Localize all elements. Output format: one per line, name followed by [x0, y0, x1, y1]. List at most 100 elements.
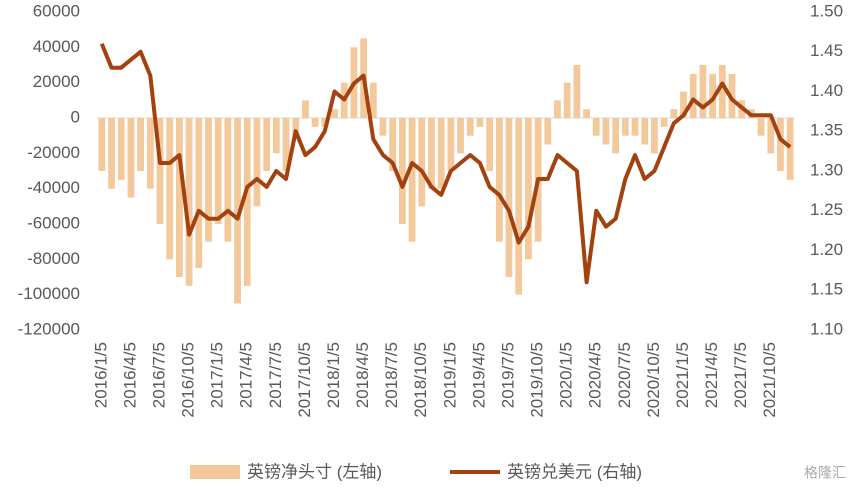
- bar: [544, 118, 552, 145]
- bar: [98, 118, 106, 171]
- bar: [195, 118, 203, 269]
- bar: [592, 118, 600, 136]
- bar: [379, 118, 387, 136]
- x-tick-label: 2020/7/5: [615, 342, 634, 408]
- x-tick-label: 2018/1/5: [324, 342, 343, 408]
- y2-tick-label: 1.25: [810, 200, 843, 219]
- y2-tick-label: 1.50: [810, 1, 843, 20]
- bar: [573, 65, 581, 118]
- bar: [389, 118, 397, 171]
- bar: [680, 91, 687, 118]
- bar: [486, 118, 494, 171]
- bar: [272, 118, 280, 154]
- y-tick-label: 60000: [33, 1, 80, 20]
- bar: [234, 118, 241, 304]
- bar: [786, 118, 794, 180]
- y-tick-label: -20000: [27, 143, 80, 162]
- legend-swatch: [190, 465, 240, 479]
- x-tick-label: 2020/10/5: [644, 342, 663, 418]
- bar: [205, 118, 212, 242]
- x-tick-label: 2018/4/5: [353, 342, 372, 408]
- x-tick-label: 2021/1/5: [673, 342, 692, 408]
- line: [99, 43, 792, 285]
- bar: [224, 118, 232, 242]
- bar: [447, 118, 455, 171]
- bar: [302, 100, 309, 118]
- bar: [263, 118, 271, 171]
- bar: [466, 118, 474, 136]
- x-tick-label: 2017/10/5: [295, 342, 314, 418]
- y-tick-label: 40000: [33, 37, 80, 56]
- y2-tick-label: 1.20: [810, 240, 843, 259]
- bar: [495, 118, 503, 242]
- y-tick-label: 20000: [33, 72, 80, 91]
- bar: [282, 118, 290, 171]
- bar: [757, 118, 765, 136]
- bar: [718, 65, 726, 118]
- bar: [670, 109, 678, 118]
- bar: [117, 118, 125, 180]
- legend-label: 英镑净头寸 (左轴): [247, 462, 382, 481]
- bar: [408, 118, 416, 242]
- bar: [699, 65, 707, 118]
- bar: [398, 118, 406, 224]
- bar: [108, 118, 115, 189]
- y2-tick-label: 1.15: [810, 280, 843, 299]
- bar: [563, 82, 571, 118]
- bar: [214, 118, 222, 224]
- bar: [641, 118, 649, 145]
- bar: [311, 118, 319, 127]
- x-tick-label: 2016/1/5: [91, 342, 110, 408]
- bar: [651, 118, 658, 154]
- bar: [156, 118, 164, 224]
- x-tick-label: 2019/10/5: [528, 342, 547, 418]
- bar: [321, 118, 329, 127]
- bar: [602, 118, 610, 145]
- x-tick-label: 2021/7/5: [731, 342, 750, 408]
- y2-tick-label: 1.40: [810, 81, 843, 100]
- bar: [621, 118, 629, 136]
- y-tick-label: 0: [71, 107, 80, 126]
- x-tick-label: 2016/4/5: [120, 342, 139, 408]
- y2-tick-label: 1.45: [810, 41, 843, 60]
- bar: [166, 118, 174, 260]
- y-tick-label: -60000: [27, 213, 80, 232]
- y2-tick-label: 1.35: [810, 121, 843, 140]
- bar: [525, 118, 532, 260]
- bar: [476, 118, 484, 127]
- bar: [583, 109, 590, 118]
- x-tick-label: 2019/4/5: [469, 342, 488, 408]
- bar: [457, 118, 464, 154]
- bar: [146, 118, 154, 189]
- bar: [505, 118, 513, 277]
- x-tick-label: 2019/1/5: [440, 342, 459, 408]
- bar: [515, 118, 523, 295]
- x-tick-label: 2017/7/5: [266, 342, 285, 408]
- bar: [292, 118, 300, 136]
- x-tick-label: 2016/7/5: [149, 342, 168, 408]
- x-tick-label: 2017/1/5: [208, 342, 227, 408]
- x-tick-label: 2018/10/5: [411, 342, 430, 418]
- bar: [331, 109, 338, 118]
- y2-tick-label: 1.30: [810, 160, 843, 179]
- bar: [777, 118, 784, 171]
- bar: [554, 100, 561, 118]
- bar: [185, 118, 193, 286]
- y-tick-label: -120000: [18, 319, 80, 338]
- x-tick-label: 2020/4/5: [586, 342, 605, 408]
- watermark: 格隆汇: [804, 465, 846, 481]
- legend-label: 英镑兑美元 (右轴): [507, 462, 642, 481]
- x-tick-label: 2018/7/5: [382, 342, 401, 408]
- bar: [253, 118, 261, 207]
- bar: [176, 118, 183, 277]
- x-tick-label: 2021/4/5: [702, 342, 721, 408]
- bar: [660, 118, 668, 127]
- bar: [369, 82, 377, 118]
- x-tick-label: 2019/7/5: [498, 342, 517, 408]
- bar: [137, 118, 145, 171]
- y-tick-label: -80000: [27, 249, 80, 268]
- bar: [689, 73, 697, 118]
- bar: [767, 118, 775, 154]
- bar: [243, 118, 251, 286]
